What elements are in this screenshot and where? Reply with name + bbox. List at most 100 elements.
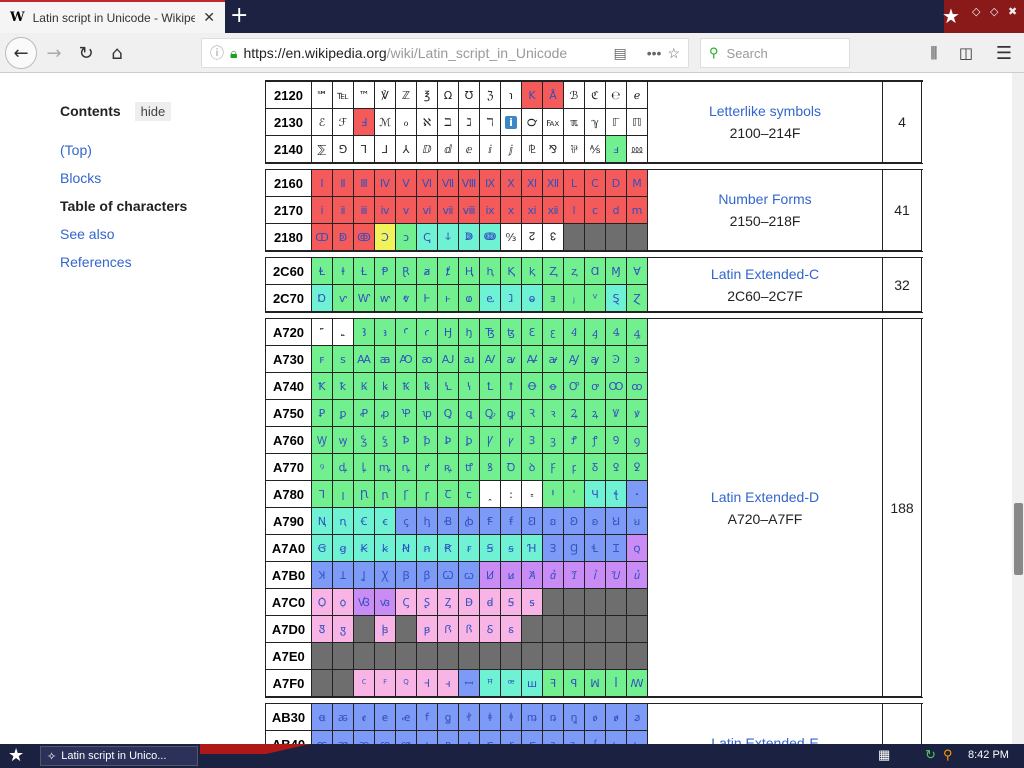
character-cell[interactable]: Ꟁ — [312, 589, 333, 616]
scrollbar-thumb[interactable] — [1014, 503, 1023, 575]
character-cell[interactable]: ꟓ — [375, 616, 396, 643]
character-cell[interactable]: ⅿ — [627, 197, 648, 224]
character-cell[interactable]: ℨ — [480, 82, 501, 109]
character-cell[interactable]: ℵ — [417, 109, 438, 136]
hide-toc-button[interactable]: hide — [134, 101, 172, 121]
character-cell[interactable]: ꬲ — [354, 704, 375, 731]
character-cell[interactable]: Ↄ — [375, 224, 396, 251]
character-cell[interactable]: ꟃ — [375, 589, 396, 616]
character-cell[interactable]: ⱷ — [459, 285, 480, 312]
character-cell[interactable]: ꜧ — [459, 319, 480, 346]
taskbar-item-browser[interactable]: ✧ Latin script in Unico... — [40, 746, 198, 766]
character-cell[interactable]: ꞁ — [333, 481, 354, 508]
character-cell[interactable]: ꝷ — [459, 454, 480, 481]
character-cell[interactable]: ↈ — [480, 224, 501, 251]
character-cell[interactable]: Ɦ — [522, 535, 543, 562]
start-button-icon[interactable]: ★ — [8, 745, 25, 765]
character-cell[interactable]: ꬼ — [564, 704, 585, 731]
character-cell[interactable]: ꟁ — [333, 589, 354, 616]
character-cell[interactable]: ꝉ — [501, 373, 522, 400]
character-cell[interactable]: Ʞ — [312, 562, 333, 589]
character-cell[interactable]: Ɜ — [543, 535, 564, 562]
character-cell[interactable]: Ⅰ — [312, 170, 333, 197]
character-cell[interactable]: ⱪ — [522, 258, 543, 285]
character-cell[interactable]: ℡ — [333, 82, 354, 109]
character-cell[interactable]: Ꜧ — [438, 319, 459, 346]
character-cell[interactable]: Ᶎ — [438, 589, 459, 616]
character-cell[interactable]: Ꞵ — [396, 562, 417, 589]
character-cell[interactable]: Ꝼ — [543, 454, 564, 481]
character-cell[interactable]: Ꝍ — [564, 373, 585, 400]
character-cell[interactable]: ℺ — [522, 109, 543, 136]
minimize-icon[interactable]: ◇ — [972, 5, 981, 18]
character-cell[interactable]: Ɱ — [606, 258, 627, 285]
character-cell[interactable]: ↁ — [333, 224, 354, 251]
character-cell[interactable]: ꜠ — [312, 319, 333, 346]
character-cell[interactable]: Ꞣ — [354, 535, 375, 562]
character-cell[interactable]: ⅈ — [480, 136, 501, 163]
character-cell[interactable]: Ꝺ — [501, 454, 522, 481]
character-cell[interactable]: ꬳ — [375, 704, 396, 731]
character-cell[interactable]: Ꞅ — [396, 481, 417, 508]
character-cell[interactable]: ⱳ — [375, 285, 396, 312]
character-cell[interactable]: Ꞌ — [543, 481, 564, 508]
new-tab-icon[interactable]: + — [230, 3, 249, 28]
maximize-icon[interactable]: ◇ — [990, 5, 999, 18]
character-cell[interactable]: ↆ — [438, 224, 459, 251]
character-cell[interactable]: ↋ — [543, 224, 564, 251]
character-cell[interactable]: ꜩ — [501, 319, 522, 346]
character-cell[interactable]: ꟶ — [438, 670, 459, 697]
character-cell[interactable]: ꬺ — [522, 704, 543, 731]
character-cell[interactable]: ꜭ — [585, 319, 606, 346]
character-cell[interactable]: Ⅼ — [564, 170, 585, 197]
character-cell[interactable]: Ⅱ — [333, 170, 354, 197]
character-cell[interactable]: Ꝡ — [312, 427, 333, 454]
character-cell[interactable]: ꝡ — [333, 427, 354, 454]
character-cell[interactable]: Ꜽ — [564, 346, 585, 373]
character-cell[interactable]: Ꞽ — [564, 562, 585, 589]
character-cell[interactable]: ꝩ — [501, 427, 522, 454]
character-cell[interactable]: ꟗ — [459, 616, 480, 643]
character-cell[interactable]: Ꞁ — [312, 481, 333, 508]
character-cell[interactable]: Ꞡ — [312, 535, 333, 562]
character-cell[interactable]: ℱ — [333, 109, 354, 136]
character-cell[interactable]: ↂ — [354, 224, 375, 251]
character-cell[interactable]: ⱶ — [438, 285, 459, 312]
character-cell[interactable]: ꜥ — [417, 319, 438, 346]
character-cell[interactable]: Ꜻ — [522, 346, 543, 373]
character-cell[interactable]: ℧ — [459, 82, 480, 109]
character-cell[interactable]: ℾ — [606, 109, 627, 136]
page-actions-icon[interactable]: ••• — [646, 45, 662, 61]
character-cell[interactable]: ↉ — [501, 224, 522, 251]
character-cell[interactable]: Ꝣ — [354, 427, 375, 454]
character-cell[interactable]: ⅁ — [333, 136, 354, 163]
character-cell[interactable]: ℯ — [627, 82, 648, 109]
character-cell[interactable]: ℤ — [396, 82, 417, 109]
character-cell[interactable]: ꟊ — [522, 589, 543, 616]
character-cell[interactable]: ꜵ — [417, 346, 438, 373]
character-cell[interactable]: Ɥ — [585, 481, 606, 508]
character-cell[interactable]: Ꝃ — [354, 373, 375, 400]
character-cell[interactable]: ꜰ — [312, 346, 333, 373]
character-cell[interactable]: ⅶ — [438, 197, 459, 224]
character-cell[interactable]: ⅹ — [501, 197, 522, 224]
character-cell[interactable]: ꞧ — [459, 535, 480, 562]
character-cell[interactable]: Ꝏ — [606, 373, 627, 400]
character-cell[interactable]: ⅂ — [354, 136, 375, 163]
character-cell[interactable]: ℿ — [627, 109, 648, 136]
character-cell[interactable]: ⅏ — [627, 136, 648, 163]
character-cell[interactable]: ꜳ — [375, 346, 396, 373]
block-name-link[interactable]: Letterlike symbols — [708, 103, 822, 119]
character-cell[interactable]: ꬾ — [606, 704, 627, 731]
character-cell[interactable]: ꝑ — [333, 400, 354, 427]
browser-tab[interactable]: W Latin script in Unicode - Wikipedia ✕ — [0, 0, 225, 33]
character-cell[interactable]: Ꟃ — [354, 589, 375, 616]
character-cell[interactable]: ⅳ — [375, 197, 396, 224]
character-cell[interactable]: ⅵ — [417, 197, 438, 224]
character-cell[interactable]: ꞻ — [543, 562, 564, 589]
character-cell[interactable]: ⅱ — [333, 197, 354, 224]
character-cell[interactable]: ꟽ — [585, 670, 606, 697]
bookmark-star-icon[interactable]: ☆ — [667, 44, 680, 61]
character-cell[interactable]: ↇ — [459, 224, 480, 251]
character-cell[interactable]: ⅻ — [543, 197, 564, 224]
